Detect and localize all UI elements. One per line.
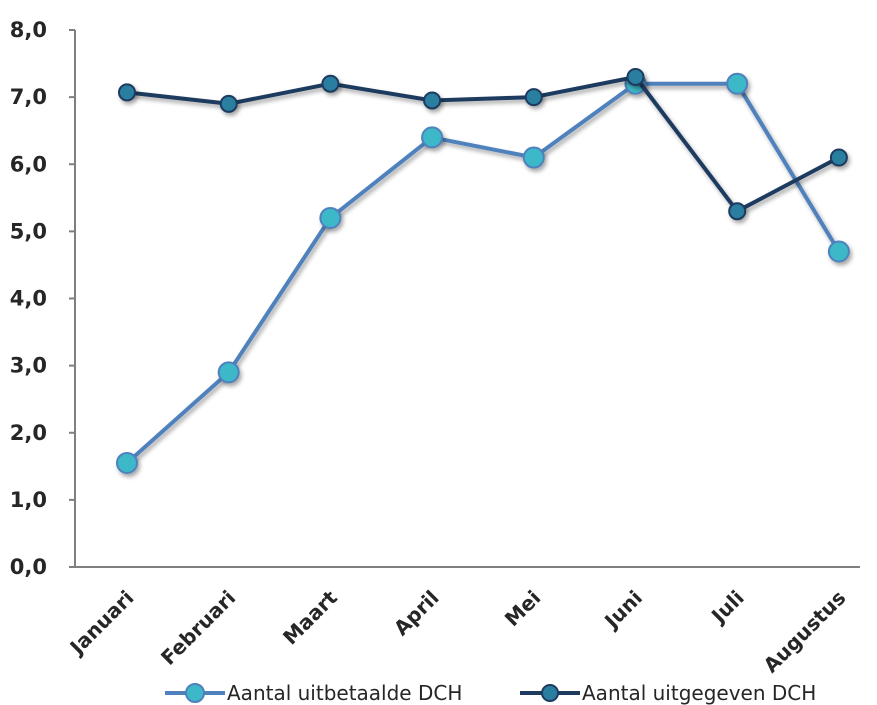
data-point xyxy=(728,202,747,221)
series-line xyxy=(125,81,841,465)
data-point xyxy=(321,74,340,93)
y-tick-label: 0,0 xyxy=(10,555,47,579)
legend-item: Aantal uitbetaalde DCH xyxy=(165,681,462,705)
series-layer xyxy=(116,67,850,474)
x-tick-label: Augustus xyxy=(759,586,851,678)
data-point xyxy=(827,240,850,263)
y-tick-label: 4,0 xyxy=(10,287,47,311)
chart-axes xyxy=(74,30,860,568)
series-line xyxy=(126,75,840,214)
data-point xyxy=(116,451,138,474)
data-point xyxy=(423,91,442,110)
data-point xyxy=(522,146,545,169)
data-point xyxy=(219,94,238,113)
x-axis-ticks: Januari Februari Maart April Mei Juni Juli Augu… xyxy=(64,585,851,677)
series-2 xyxy=(118,67,848,221)
data-point xyxy=(726,72,749,95)
y-tick-label: 5,0 xyxy=(10,219,47,243)
x-tick-label: Juni xyxy=(598,586,647,635)
data-point xyxy=(421,126,444,149)
y-tick-label: 8,0 xyxy=(10,18,47,42)
legend-label: Aantal uitbetaalde DCH xyxy=(227,681,462,705)
legend-marker xyxy=(541,684,559,702)
data-point xyxy=(829,148,848,167)
legend-marker xyxy=(185,683,205,703)
x-tick-label: Februari xyxy=(156,586,240,670)
y-axis-ticks: 0,0 1,0 2,0 3,0 4,0 5,0 6,0 7,0 8,0 xyxy=(10,18,75,579)
legend-item: Aantal uitgegeven DCH xyxy=(520,681,816,705)
x-tick-label: Juli xyxy=(705,586,748,629)
legend-label: Aantal uitgegeven DCH xyxy=(582,681,816,705)
data-point xyxy=(118,83,136,102)
x-tick-label: Maart xyxy=(278,585,342,649)
y-tick-label: 7,0 xyxy=(10,85,47,109)
x-tick-label: Mei xyxy=(500,586,545,631)
data-point xyxy=(524,88,543,107)
series-1 xyxy=(116,72,850,474)
x-tick-label: Januari xyxy=(64,586,139,661)
y-tick-label: 1,0 xyxy=(10,488,47,512)
y-tick-label: 6,0 xyxy=(10,152,47,176)
y-tick-label: 2,0 xyxy=(10,421,47,445)
x-tick-label: April xyxy=(389,586,444,641)
data-point xyxy=(217,361,240,384)
y-tick-label: 3,0 xyxy=(10,354,47,378)
data-point xyxy=(319,206,342,229)
legend: Aantal uitbetaalde DCH Aantal uitgegeven … xyxy=(165,681,816,705)
data-point xyxy=(626,67,645,86)
